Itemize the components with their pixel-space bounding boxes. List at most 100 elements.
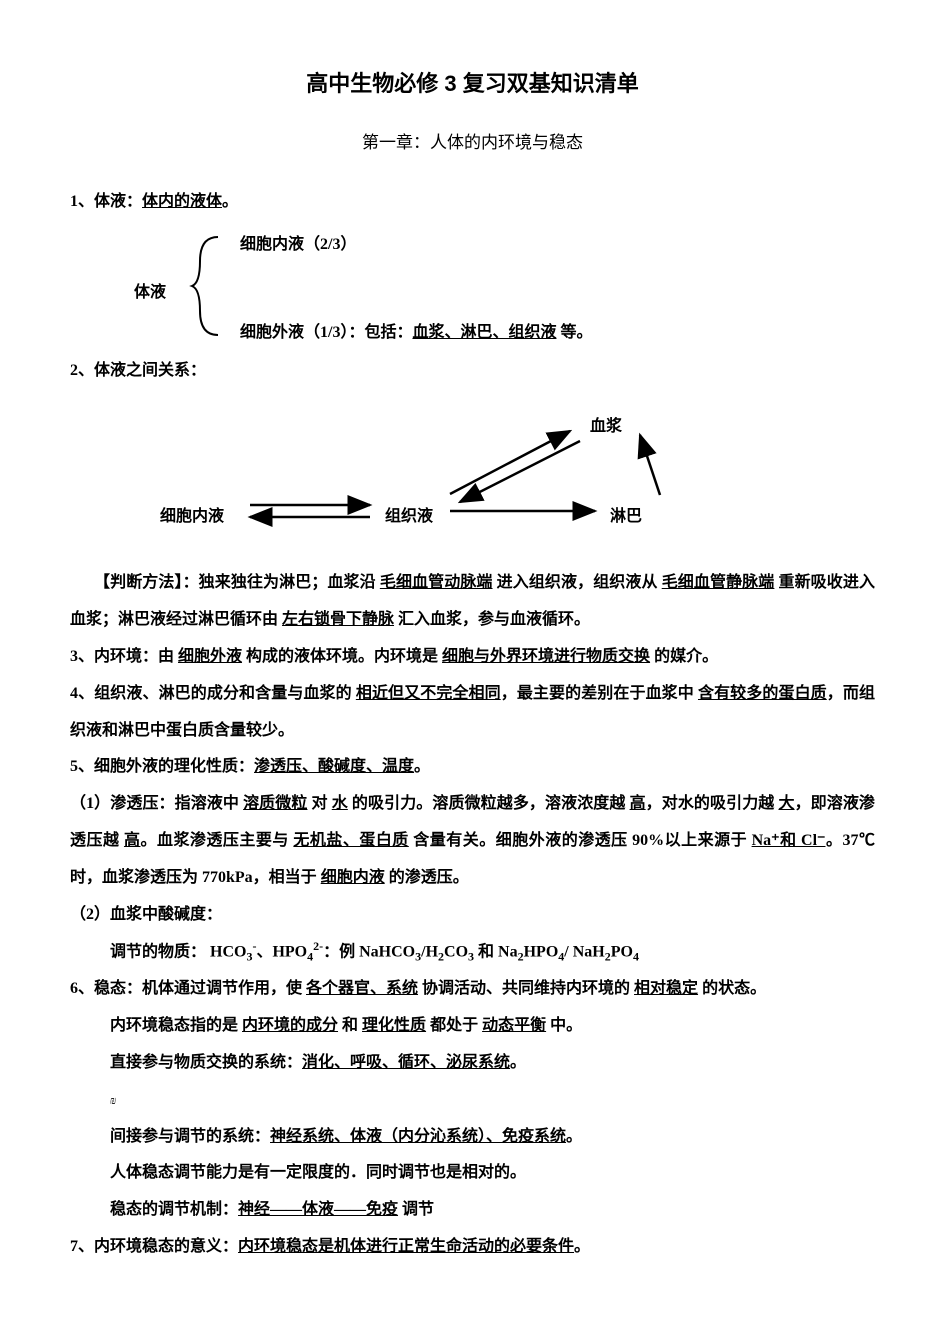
text: 。 (574, 1238, 590, 1255)
blank: 相对稳定 (634, 980, 698, 997)
text: 对 (307, 795, 331, 812)
section-1: 1、体液：体内的液体。 (70, 184, 875, 221)
text: 调节 (398, 1201, 434, 1218)
text: 的状态。 (698, 980, 766, 997)
blank: 相近但又不完全相同 (356, 685, 501, 702)
text: 都处于 (426, 1017, 482, 1034)
brace-icon (188, 231, 228, 341)
text: 【判断方法】：独来独往为淋巴；血浆沿 (94, 574, 380, 591)
section-4: 4、组织液、淋巴的成分和含量与血浆的 相近但又不完全相同，最主要的差别在于血浆中… (70, 676, 875, 750)
blank: 细胞外液 (178, 648, 242, 665)
text: 1、体液： (70, 193, 142, 210)
text: 调节的物质： HCO (110, 944, 246, 961)
text: HPO (524, 944, 559, 961)
text: 3、内环境：由 (70, 648, 178, 665)
text: 的渗透压。 (385, 869, 469, 886)
text: 稳态的调节机制： (110, 1201, 238, 1218)
small-mark: ₪ (70, 1082, 875, 1119)
chapter-title: 第一章：人体的内环境与稳态 (70, 124, 875, 161)
page-title: 高中生物必修 3 复习双基知识清单 (70, 60, 875, 108)
blank: 细胞与外界环境进行物质交换 (442, 648, 650, 665)
sub: 4 (633, 950, 639, 964)
text: 5、细胞外液的理化性质： (70, 758, 254, 775)
text: 6、稳态：机体通过调节作用，使 (70, 980, 306, 997)
text: 进入组织液，组织液从 (493, 574, 662, 591)
arrows-icon (130, 399, 770, 549)
section-5-1: （1）渗透压：指溶液中 溶质微粒 对 水 的吸引力。溶质微粒越多，溶液浓度越 高… (70, 786, 875, 896)
decorative-mark: ₪ (110, 1096, 116, 1107)
text: /H (421, 944, 438, 961)
text: 含量有关。细胞外液的渗透压 90%以上来源于 (409, 832, 752, 849)
blank: 溶质微粒 (243, 795, 307, 812)
blank: 内环境的成分 (242, 1017, 338, 1034)
text: （1）渗透压：指溶液中 (70, 795, 243, 812)
section-2: 2、体液之间关系： (70, 353, 875, 390)
section-6-sub5: 稳态的调节机制：神经——体液——免疫 调节 (70, 1192, 875, 1229)
blank: 高 (124, 832, 141, 849)
text: 等。 (556, 324, 592, 341)
text: 7、内环境稳态的意义： (70, 1238, 238, 1255)
text: 4、组织液、淋巴的成分和含量与血浆的 (70, 685, 356, 702)
buffer-substances: 调节的物质： HCO3-、HPO42-：例 NaHCO3/H2CO3 和 Na2… (70, 933, 875, 971)
text: 。 (222, 193, 238, 210)
text: PO (611, 944, 633, 961)
text: ，对水的吸引力越 (646, 795, 779, 812)
blank: Na⁺和 Cl⁻ (752, 832, 826, 849)
text: 的吸引力。溶质微粒越多，溶液浓度越 (348, 795, 630, 812)
text: 中。 (546, 1017, 582, 1034)
section-5-2: （2）血浆中酸碱度： (70, 897, 875, 934)
sup: 2- (313, 939, 323, 953)
text: ：例 NaHCO (323, 944, 415, 961)
blank: 细胞内液 (321, 869, 385, 886)
text: 、HPO (256, 944, 307, 961)
blank: 体内的液体 (142, 193, 222, 210)
d1-bottom: 细胞外液（1/3）：包括：血浆、淋巴、组织液 等。 (240, 315, 592, 350)
blank: 血浆、淋巴、组织液 (412, 324, 556, 341)
blank: 各个器官、系统 (306, 980, 418, 997)
text: 构成的液体环境。内环境是 (242, 648, 442, 665)
blank: 消化、呼吸、循环、泌尿系统 (302, 1054, 510, 1071)
blank: 左右锁骨下静脉 (282, 611, 394, 628)
text: 细胞外液（1/3）：包括： (240, 324, 412, 341)
d1-label: 体液 (134, 275, 166, 310)
text: / NaH (564, 944, 604, 961)
text: CO (444, 944, 468, 961)
diagram-body-fluid: 体液 细胞内液（2/3） 细胞外液（1/3）：包括：血浆、淋巴、组织液 等。 (110, 227, 875, 347)
blank: 高 (630, 795, 646, 812)
blank: 神经系统、体液（内分沁系统）、免疫系统 (270, 1128, 566, 1145)
text: 。 (414, 758, 430, 775)
text: 协调活动、共同维持内环境的 (418, 980, 634, 997)
blank: 大 (778, 795, 794, 812)
section-6: 6、稳态：机体通过调节作用，使 各个器官、系统 协调活动、共同维持内环境的 相对… (70, 971, 875, 1008)
blank: 毛细血管动脉端 (380, 574, 493, 591)
section-3: 3、内环境：由 细胞外液 构成的液体环境。内环境是 细胞与外界环境进行物质交换 … (70, 639, 875, 676)
text: ，最主要的差别在于血浆中 (501, 685, 698, 702)
blank: 动态平衡 (482, 1017, 546, 1034)
section-6-sub2: 直接参与物质交换的系统：消化、呼吸、循环、泌尿系统。 (70, 1045, 875, 1082)
text: 。 (566, 1128, 582, 1145)
blank: 渗透压、酸碱度、温度 (254, 758, 414, 775)
text: 汇入血浆，参与血液循环。 (394, 611, 590, 628)
text: 的媒介。 (650, 648, 718, 665)
text: 。 (510, 1054, 526, 1071)
blank: 神经——体液——免疫 (238, 1201, 398, 1218)
section-7: 7、内环境稳态的意义：内环境稳态是机体进行正常生命活动的必要条件。 (70, 1229, 875, 1266)
text: 和 (338, 1017, 362, 1034)
text: 内环境稳态指的是 (110, 1017, 242, 1034)
blank: 毛细血管静脉端 (662, 574, 775, 591)
text: 。血浆渗透压主要与 (140, 832, 293, 849)
blank: 内环境稳态是机体进行正常生命活动的必要条件 (238, 1238, 574, 1255)
judgment-method: 【判断方法】：独来独往为淋巴；血浆沿 毛细血管动脉端 进入组织液，组织液从 毛细… (70, 565, 875, 639)
d1-top: 细胞内液（2/3） (240, 227, 356, 262)
section-6-sub4: 人体稳态调节能力是有一定限度的．同时调节也是相对的。 (70, 1155, 875, 1192)
section-6-sub3: 间接参与调节的系统：神经系统、体液（内分沁系统）、免疫系统。 (70, 1119, 875, 1156)
blank: 含有较多的蛋白质 (698, 685, 827, 702)
text: 间接参与调节的系统： (110, 1128, 270, 1145)
section-5: 5、细胞外液的理化性质：渗透压、酸碱度、温度。 (70, 749, 875, 786)
text: 直接参与物质交换的系统： (110, 1054, 302, 1071)
diagram-relationship: 细胞内液 组织液 血浆 淋巴 (130, 399, 875, 549)
blank: 理化性质 (362, 1017, 426, 1034)
text: 和 Na (474, 944, 518, 961)
blank: 水 (332, 795, 348, 812)
section-6-sub1: 内环境稳态指的是 内环境的成分 和 理化性质 都处于 动态平衡 中。 (70, 1008, 875, 1045)
